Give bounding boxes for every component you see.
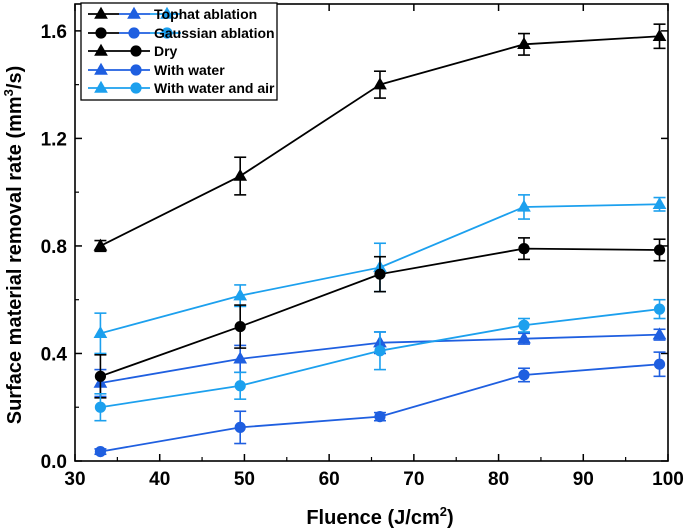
data-point [233,168,248,181]
x-tick-label: 100 [652,469,684,490]
data-point [94,401,107,413]
y-axis-title: Surface material removal rate (mm3/s) [1,66,26,425]
data-point [93,326,108,339]
series-line [100,363,660,453]
legend-marker-circle [130,82,142,94]
data-point [517,37,531,50]
legend-marker-triangle [160,6,174,19]
y-tick-label: 0.0 [41,452,67,473]
data-point [653,358,666,370]
x-tick-label: 70 [403,469,424,490]
legend-marker-circle [130,45,142,57]
x-tick-label: 80 [488,469,509,490]
legend-marker-triangle [94,62,108,75]
legend-marker-triangle [94,43,108,56]
legend-marker-triangle [127,6,141,19]
legend-entry-gaussian-ablation: Gaussian ablation [88,25,275,41]
data-point [374,268,386,280]
y-tick-label: 1.6 [41,22,67,43]
legend-marker-circle [161,27,173,39]
data-point [518,243,530,255]
y-tick-label: 0.4 [41,344,68,365]
legend-marker-circle [128,27,140,39]
data-point [653,303,666,315]
y-tick-label: 1.2 [41,129,67,150]
series-gaussian-with-water-and-air [94,298,666,422]
legend-label: With water [154,62,225,78]
legend-marker-triangle [94,6,108,19]
x-axis-title: Fluence (J/cm2) [306,504,453,529]
x-tick-label: 60 [319,469,340,490]
legend-entry-tophat-ablation: Tophat ablation [88,6,257,22]
legend-label: Dry [154,43,178,59]
data-point [373,77,387,90]
y-tick-label: 0.8 [41,237,67,258]
data-point [653,244,666,256]
data-point [518,319,530,331]
data-point [374,345,386,357]
data-point [94,445,107,458]
data-point [234,421,246,433]
data-point [233,288,248,301]
data-point [652,327,667,340]
data-point [234,320,246,333]
x-tick-label: 90 [573,469,594,490]
legend-marker-circle [130,64,142,76]
data-point [234,380,246,392]
data-point [517,199,531,212]
series-tophat-dry [93,23,667,253]
series-gaussian-dry [94,237,666,399]
data-point [233,351,248,364]
data-point [652,196,667,209]
x-tick-label: 40 [149,469,170,490]
series-group [93,23,667,458]
data-point [94,370,107,382]
legend-label: With water and air [154,80,275,96]
x-tick-label: 50 [234,469,255,490]
legend-label: Tophat ablation [154,6,257,22]
data-point [374,411,386,423]
legend-entry-with-water: With water [88,62,225,78]
data-point [518,369,530,381]
data-point [517,331,531,344]
series-gaussian-with-water [94,351,666,458]
legend-entry-with-water-and-air: With water and air [88,80,275,96]
data-point [652,28,667,41]
data-point [93,238,108,251]
legend-entry-dry: Dry [88,43,178,59]
legend: Tophat ablation Gaussian ablation Dry With … [80,2,278,101]
legend-marker-circle [95,27,107,39]
legend-marker-triangle [94,80,108,93]
x-tick-label: 30 [64,469,85,490]
legend-label: Gaussian ablation [154,25,275,41]
